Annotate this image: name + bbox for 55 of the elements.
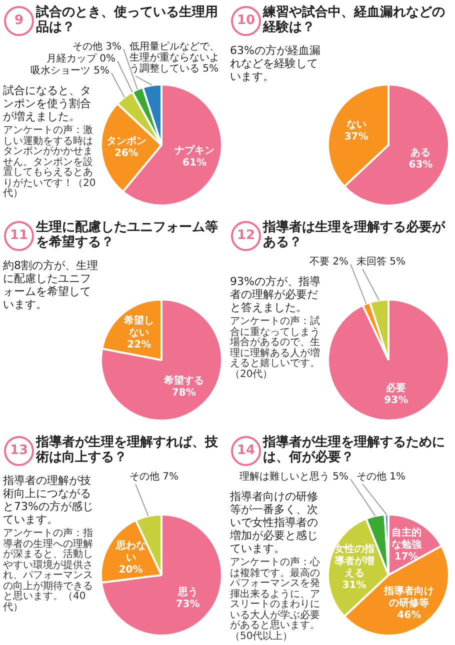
text: 63%の方が経血漏れなどを経験しています。 <box>230 44 322 83</box>
number-badge: 12 <box>231 221 261 251</box>
slice-label: 希望しない <box>123 314 154 339</box>
chart-title: 生理に配慮したユニフォーム等を希望する？ <box>36 220 219 250</box>
data-label: 22% <box>127 340 152 351</box>
slice-label: 思う <box>176 586 198 598</box>
chart-title: 練習や試合中、経血漏れなどの経験は？ <box>263 5 446 35</box>
slice-label: 不要 2% <box>309 256 348 268</box>
data-label: 63% <box>408 160 433 171</box>
text: 指導者の理解が技術向上につながると73%の方が感じています。 <box>3 474 94 526</box>
category-label: 月経カップ 0% <box>46 54 116 65</box>
slice-label: その他 7% <box>130 470 179 483</box>
slice-label: その他 3% <box>72 40 122 53</box>
data-label: 78% <box>172 388 196 399</box>
slice-label: 希望する <box>162 374 204 387</box>
slice-label: 未回答 5% <box>356 256 406 268</box>
slice-label: 自主的な勉強 <box>391 526 422 550</box>
data-label: 26% <box>114 148 138 159</box>
data-label: 17% <box>394 551 418 562</box>
slice-label: 女性の指導者が増える <box>333 542 374 579</box>
slice-label: その他 1% <box>356 470 406 483</box>
chart-title: 指導者が生理を理解するためには、何が必要？ <box>263 435 446 465</box>
number-badge: 13 <box>4 436 34 466</box>
number-badge: 10 <box>231 6 261 36</box>
chart-title: 試合のとき、使っている生理用品は？ <box>36 5 219 35</box>
number-badge: 14 <box>231 436 261 466</box>
slice-label: 理解は難しいと思う 5% <box>239 470 348 483</box>
slice-label: タンポン <box>106 136 146 147</box>
data-label: 61% <box>182 157 206 168</box>
number-badge: 9 <box>4 6 34 36</box>
slice-label: ある <box>410 148 431 159</box>
text: 93%の方が、指導者の理解が必要だと答えました。 <box>230 275 322 314</box>
text: 約8割の方が、生理に配慮したユニフォームを希望しています。 <box>3 259 99 311</box>
slice-label: ナプキン <box>174 144 215 156</box>
data-label: 73% <box>176 598 200 610</box>
text: アンケートの声：心は複雑です。最高のパフォーマンスを発揮出来るように、アスリートのまわりにいる大人が学ぶ必要があると思います。（50代以上） <box>230 557 321 642</box>
slice-label: 吸水ショーツ 5% <box>30 64 110 77</box>
data-label: 20% <box>118 564 143 576</box>
text: 試合になると、タンポンを使う割合が増えました。 <box>3 84 92 123</box>
data-label: 31% <box>342 580 366 591</box>
slice-label: ない <box>346 120 366 131</box>
slice-label: 指導者向けの研修等 <box>383 584 434 609</box>
data-label: 46% <box>397 610 422 621</box>
data-label: 37% <box>344 132 368 143</box>
chart-title: 指導者が生理を理解すれば、技術は向上する？ <box>36 435 219 465</box>
text: アンケートの声：指導者の生理への理解が深まると、活動しやすい環境が提供され、パフォーマンスの向上が期待できると思います。（40代） <box>3 528 94 613</box>
text: アンケートの声：激しい運動をする時はタンポンがかかせません。タンポンを設置してもらえるとありがたいです！（20代） <box>3 125 97 200</box>
chart-title: 指導者は生理を理解する必要がある？ <box>263 220 446 250</box>
slice-label: 低用量ピルなどで、生理が重ならないよう調整している 5% <box>130 42 220 75</box>
number-badge: 11 <box>4 221 34 251</box>
slice-label: 思わない <box>114 540 146 564</box>
text: アンケートの声：試合に重なってしまう場合があるので、生理に理解ある人が増えると嬉しいです。（20代） <box>230 316 321 380</box>
slice-label: 必要 <box>385 382 406 394</box>
text: 指導者向けの研修等が一番多く、次いで女性指導者の増加が必要と感じています。 <box>230 490 319 555</box>
data-label: 93% <box>384 394 408 406</box>
